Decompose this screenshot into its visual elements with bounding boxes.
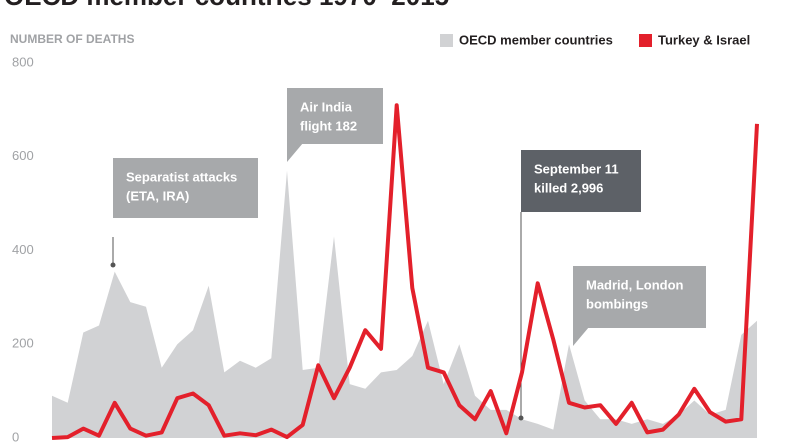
annotation-box (287, 88, 383, 144)
area (52, 170, 757, 439)
annotation-dot (518, 415, 524, 421)
line (51, 103, 759, 440)
annotation-box (113, 158, 258, 218)
annotation-box (521, 150, 641, 212)
annotation-text: bombings (586, 296, 648, 311)
y-axis-label: NUMBER OF DEATHS (10, 32, 134, 46)
annotation-tail (287, 143, 303, 162)
annotation-tail (573, 327, 589, 346)
annotation: Madrid, London bombings (573, 266, 706, 346)
legend-swatch (639, 34, 652, 47)
annotation-box (573, 266, 706, 328)
y-tick-label: 400 (12, 242, 34, 257)
annotation-dot (110, 262, 116, 268)
annotation: September 11 killed 2,996 (518, 150, 641, 421)
annotation-text: Air India (300, 99, 353, 114)
annotation: Air India flight 182 (287, 88, 383, 162)
annotation: Separatist attacks (ETA, IRA) (110, 158, 258, 268)
y-tick-label: 200 (12, 336, 34, 351)
legend-label: Turkey & Israel (658, 32, 750, 47)
annotation-text: flight 182 (300, 118, 357, 133)
annotation-text: Madrid, London (586, 277, 684, 292)
annotation-text: Separatist attacks (126, 169, 237, 184)
annotation-text: killed 2,996 (534, 180, 603, 195)
legend-swatch (440, 34, 453, 47)
legend-label: OECD member countries (459, 32, 613, 47)
y-tick-label: 800 (12, 54, 34, 69)
y-tick-label: 600 (12, 148, 34, 163)
annotation-text: September 11 (534, 161, 619, 176)
chart-title: OECD member countries 1970–2015 (4, 0, 449, 11)
annotation-text: (ETA, IRA) (126, 188, 189, 203)
y-tick-label: 0 (12, 429, 19, 444)
